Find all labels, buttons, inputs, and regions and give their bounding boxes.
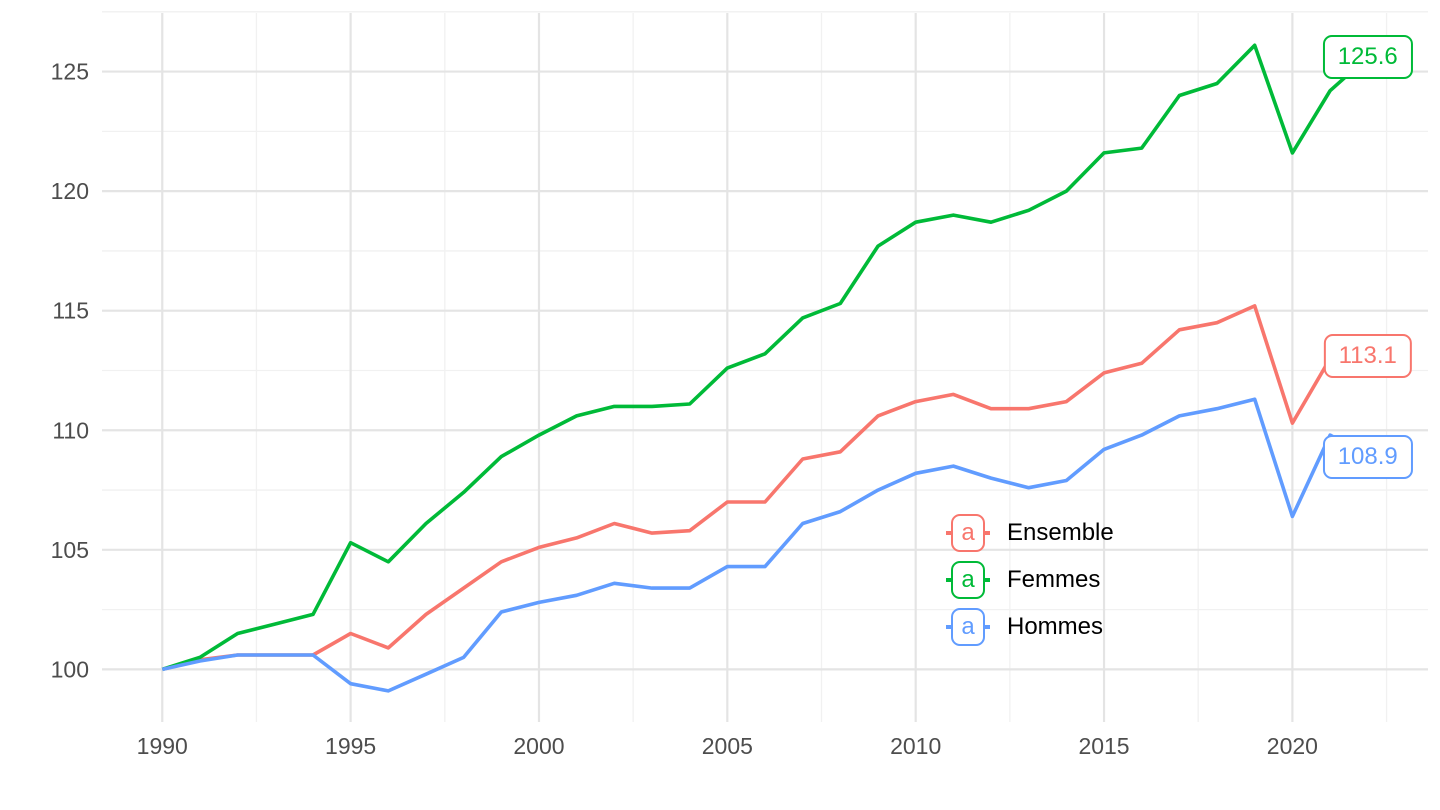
y-tick-label: 110 (52, 417, 89, 443)
x-tick-label: 2020 (1267, 733, 1318, 759)
legend-key-hommes-icon: a (946, 608, 990, 646)
x-tick-label: 2005 (702, 733, 753, 759)
y-tick-label: 105 (51, 537, 89, 563)
end-value-badge-femmes: 125.6 (1322, 35, 1413, 80)
legend-label-ensemble: Ensemble (1007, 519, 1114, 546)
legend-key-ensemble-icon: a (946, 514, 990, 552)
end-value-badge-hommes: 108.9 (1322, 434, 1413, 479)
legend-item-femmes: a Femmes (946, 561, 1114, 599)
legend-label-femmes: Femmes (1007, 566, 1101, 593)
x-tick-label: 2000 (513, 733, 564, 759)
x-tick-label: 2010 (890, 733, 941, 759)
legend-key-femmes-icon: a (946, 561, 990, 599)
x-tick-label: 1990 (137, 733, 188, 759)
series-line-hommes (161, 397, 1369, 693)
x-tick-label: 2015 (1078, 733, 1129, 759)
series-line-ensemble (161, 304, 1368, 672)
y-tick-label: 115 (52, 298, 89, 324)
series-line-femmes (161, 43, 1369, 672)
x-tick-label: 1995 (325, 733, 376, 759)
y-tick-label: 120 (51, 178, 89, 204)
legend-item-hommes: a Hommes (946, 608, 1114, 646)
y-axis-labels: 100 105 110 115 120 125 (51, 59, 89, 683)
legend-item-ensemble: a Ensemble (946, 514, 1114, 552)
grid-minor (102, 11, 1428, 722)
y-tick-label: 100 (51, 656, 89, 682)
end-value-badge-ensemble: 113.1 (1323, 334, 1412, 379)
x-axis-labels: 1990 1995 2000 2005 2010 2015 2020 (137, 733, 1318, 759)
y-tick-label: 125 (51, 59, 89, 85)
chart-legend: a Ensemble a Femmes a Hommes (946, 514, 1114, 646)
legend-label-hommes: Hommes (1007, 613, 1104, 640)
